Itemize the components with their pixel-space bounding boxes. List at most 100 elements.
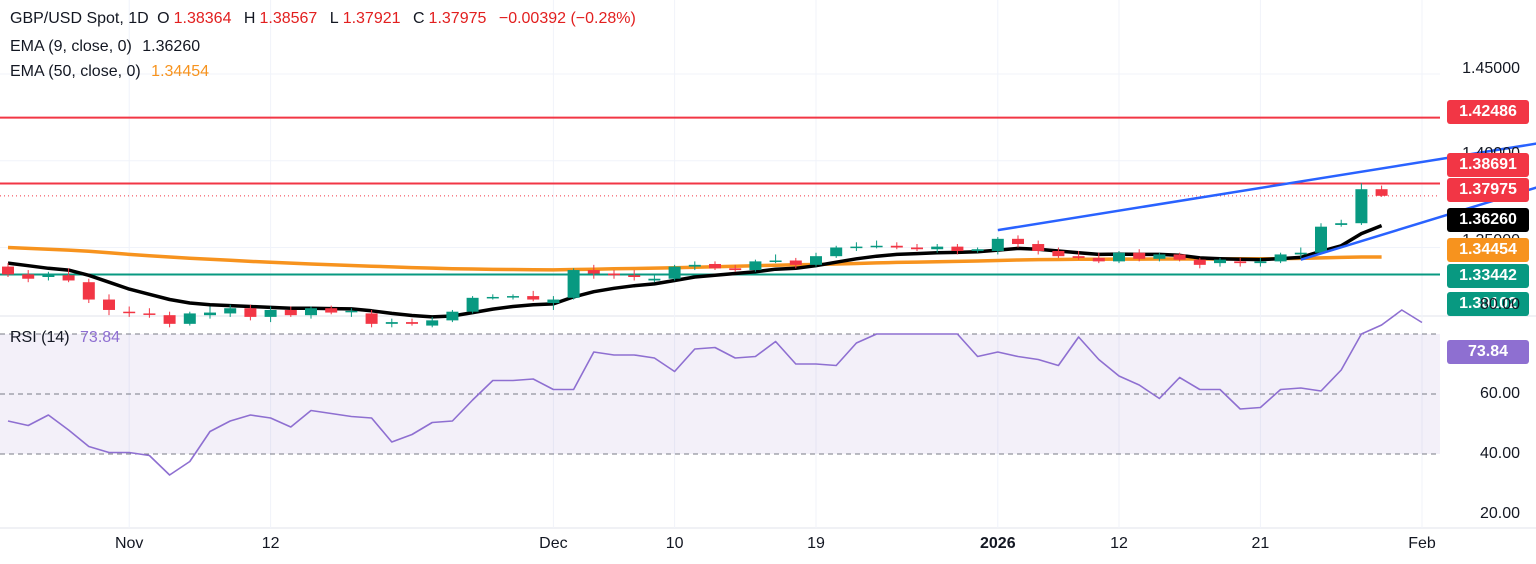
symbol-label: GBP/USD Spot, 1D	[10, 10, 149, 27]
price-tag-last-close: 1.37975	[1447, 178, 1529, 202]
candle-body	[648, 278, 661, 281]
candle	[810, 252, 822, 267]
candle	[587, 264, 600, 279]
candle-body	[486, 296, 499, 299]
rsi-legend[interactable]: RSI (14) 73.84	[10, 329, 124, 347]
candle-body	[2, 266, 14, 275]
price-tag-support: 1.33442	[1447, 264, 1529, 288]
price-tag-support-low: 1.30102	[1447, 292, 1529, 316]
candle-body	[325, 308, 338, 313]
time-axis-label: 19	[807, 535, 825, 552]
candle-body	[729, 268, 742, 271]
candle	[264, 306, 277, 323]
price-tag-resistance-high: 1.42486	[1447, 100, 1529, 124]
candle-body	[1012, 238, 1024, 245]
candle-body	[163, 315, 176, 324]
candle-body	[911, 247, 923, 250]
candle	[850, 242, 863, 251]
candle	[1012, 235, 1024, 248]
price-tag-ema9: 1.36260	[1447, 208, 1529, 232]
candle-body	[1173, 254, 1186, 260]
ohlc-legend: GBP/USD Spot, 1D O 1.38364 H 1.38567 L 1.37…	[10, 10, 640, 28]
trendline	[997, 142, 1536, 232]
candle	[749, 259, 762, 272]
candle-body	[1335, 223, 1348, 225]
time-axis-label: Feb	[1408, 535, 1436, 552]
candle	[22, 270, 35, 283]
candle	[527, 290, 540, 302]
rsi-current-tag: 73.84	[1447, 340, 1529, 364]
candle-body	[971, 249, 984, 251]
candle-body	[264, 309, 277, 317]
time-axis-label: Nov	[114, 535, 144, 552]
candle	[325, 305, 338, 315]
candle-body	[385, 322, 398, 324]
candle-body	[890, 245, 903, 248]
ema9-legend[interactable]: EMA (9, close, 0) 1.36260	[10, 38, 204, 56]
candle-body	[1052, 250, 1065, 257]
candle-body	[991, 238, 1004, 251]
candle-body	[446, 311, 459, 321]
candle-body	[1355, 189, 1368, 224]
ema9-value: 1.36260	[142, 38, 201, 55]
price-pane	[0, 116, 1536, 328]
candle	[951, 244, 964, 255]
ema50-label: EMA (50, close, 0)	[10, 63, 141, 80]
candle	[284, 306, 297, 317]
candle-body	[769, 260, 782, 263]
candle	[567, 268, 580, 300]
candle-body	[1214, 259, 1226, 264]
candle-body	[1315, 226, 1327, 253]
candle	[1072, 250, 1085, 260]
candle	[1234, 257, 1247, 267]
candle	[143, 308, 156, 318]
candle-body	[688, 264, 701, 267]
candle	[709, 261, 721, 271]
candle-body	[204, 312, 216, 316]
candle	[1335, 219, 1348, 227]
candle	[486, 294, 499, 300]
time-axis-label: 21	[1251, 535, 1270, 552]
open-value: O 1.38364	[157, 10, 232, 27]
candle-body	[183, 313, 196, 324]
candle-body	[608, 273, 620, 276]
candle	[1315, 223, 1327, 255]
candle	[1173, 252, 1186, 262]
candle	[991, 237, 1004, 255]
candle-body	[143, 313, 156, 315]
candle-body	[1133, 252, 1146, 259]
candle-body	[1254, 261, 1267, 264]
candle	[1133, 249, 1146, 262]
candle-body	[931, 246, 944, 250]
ema9-line	[7, 223, 1383, 319]
candle	[1052, 247, 1065, 258]
ema50-value: 1.34454	[151, 63, 210, 80]
candle	[385, 318, 398, 328]
candle	[365, 309, 378, 328]
time-axis-label: 12	[1110, 535, 1128, 552]
candle	[204, 306, 216, 319]
candle-body	[1153, 254, 1166, 259]
candle-body	[22, 274, 35, 279]
candle	[931, 244, 944, 253]
candle	[1294, 247, 1307, 258]
candle-body	[42, 275, 55, 277]
candle-body	[1032, 244, 1045, 251]
candle-body	[244, 308, 257, 317]
ema50-legend[interactable]: EMA (50, close, 0) 1.34454	[10, 63, 213, 81]
candle	[406, 318, 418, 326]
candle	[830, 245, 843, 258]
candle-body	[749, 261, 762, 271]
candle-body	[709, 263, 721, 269]
candle	[1254, 257, 1267, 267]
candle	[1214, 257, 1226, 267]
rsi-tick-label: 60.00	[1479, 385, 1520, 402]
candle	[507, 294, 519, 300]
candle-body	[365, 313, 378, 324]
rsi-label: RSI (14)	[10, 329, 70, 346]
candle	[769, 254, 782, 264]
candle-body	[1294, 252, 1307, 255]
change-value: −0.00392 (−0.28%)	[498, 10, 636, 27]
candle-body	[587, 270, 600, 274]
